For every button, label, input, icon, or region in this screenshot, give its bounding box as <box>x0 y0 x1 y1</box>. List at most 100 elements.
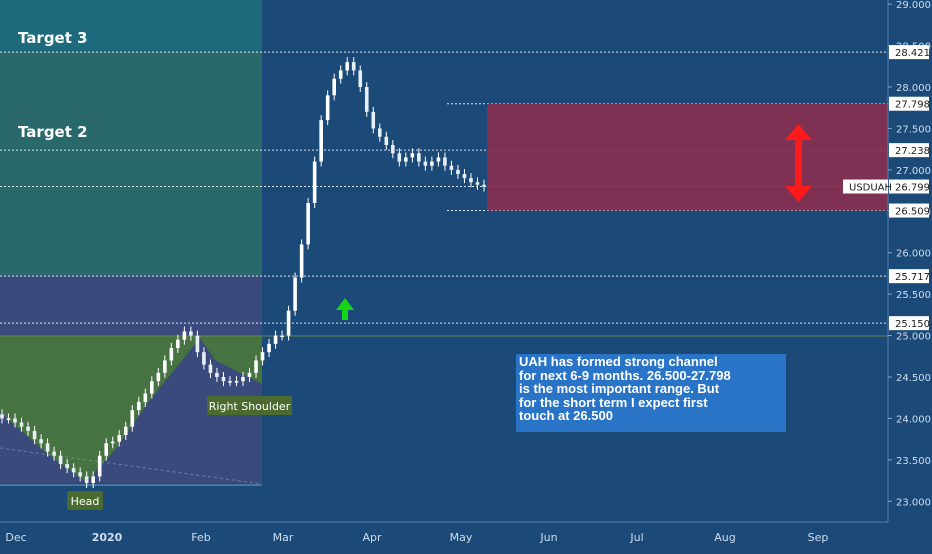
candle-body <box>338 70 343 79</box>
candle-body <box>280 335 284 338</box>
candle-body <box>241 377 245 382</box>
target-3-label: Target 3 <box>18 29 88 47</box>
y-tick-label: 24.500 <box>896 373 931 384</box>
candle-body <box>58 455 63 464</box>
candle-body <box>32 430 37 440</box>
candle-body <box>6 418 11 420</box>
up-arrow-icon <box>336 298 354 320</box>
price-label-box <box>889 203 929 218</box>
candle-body <box>182 331 187 340</box>
candle-body <box>482 184 486 187</box>
candle-body <box>13 418 17 423</box>
candle-body <box>475 182 480 185</box>
right-shoulder-annotation: Right Shoulder <box>207 396 292 415</box>
candle-body <box>293 277 297 311</box>
candle-body <box>150 381 154 394</box>
candle-body <box>436 157 441 162</box>
candle-body <box>469 178 473 183</box>
target-zone-1 <box>0 0 262 53</box>
candle-body <box>19 422 24 427</box>
candle-body <box>449 165 454 170</box>
symbol-label: USDUAH <box>849 183 892 194</box>
y-tick-label: 24.000 <box>896 414 931 425</box>
x-tick-label: Apr <box>362 531 382 544</box>
candle-body <box>417 153 421 162</box>
candle-body <box>202 352 206 365</box>
candle-body <box>84 476 89 484</box>
candle-body <box>163 360 167 373</box>
target-2-label: Target 2 <box>18 123 88 141</box>
candle-body <box>123 426 128 435</box>
candle-body <box>156 372 161 382</box>
price-label: 26.799 <box>895 183 930 194</box>
candle-body <box>358 70 363 87</box>
price-label-box <box>889 96 929 111</box>
candle-body <box>78 472 82 477</box>
candle-body <box>260 352 265 361</box>
candle-body <box>345 62 350 71</box>
candle-body <box>364 87 369 112</box>
candle-body <box>312 161 317 203</box>
candle-body <box>351 62 356 71</box>
candle-body <box>267 343 271 353</box>
candle-body <box>462 174 467 179</box>
candle-body <box>397 153 402 162</box>
price-label: 28.421 <box>895 48 930 59</box>
candle-body <box>319 120 323 162</box>
price-label-box <box>889 143 929 158</box>
candle-body <box>254 360 258 373</box>
candle-body <box>371 111 376 129</box>
candle-body <box>332 78 336 96</box>
price-label: 26.509 <box>895 207 930 218</box>
candle-body <box>26 426 30 431</box>
head-label: Head <box>71 495 100 508</box>
candle-body <box>143 393 148 402</box>
price-label-box <box>889 179 929 194</box>
price-label: 25.150 <box>895 319 930 330</box>
candle-body <box>404 157 408 162</box>
x-tick-label: Sep <box>808 531 829 544</box>
candle-body <box>299 244 304 278</box>
candle-body <box>228 381 232 383</box>
candle-body <box>215 372 219 377</box>
candle-body <box>130 410 135 427</box>
price-label: 27.238 <box>895 146 930 157</box>
x-tick-label: Mar <box>273 531 294 544</box>
candle-body <box>52 451 56 456</box>
y-tick-label: 26.000 <box>896 249 931 260</box>
x-tick-label: Dec <box>5 531 26 544</box>
price-label: 27.798 <box>895 100 930 111</box>
x-tick-label: Feb <box>191 531 210 544</box>
x-tick-label: May <box>450 531 473 544</box>
candle-body <box>377 128 382 137</box>
candle-body <box>39 439 43 444</box>
head-and-shoulders-fill <box>0 336 262 482</box>
y-tick-label: 25.000 <box>896 332 931 343</box>
candle-body <box>247 372 252 377</box>
candle-body <box>234 381 239 383</box>
candle-body <box>189 331 193 336</box>
candle-body <box>176 339 180 348</box>
candle-body <box>456 169 460 174</box>
candle-body <box>136 401 141 411</box>
candle-body <box>306 203 310 245</box>
candle-body <box>410 153 415 158</box>
price-label-box <box>889 316 929 331</box>
candle-body <box>443 157 447 166</box>
candle-body <box>71 468 76 473</box>
y-tick-label: 27.500 <box>896 124 931 135</box>
y-tick-label: 27.000 <box>896 166 931 177</box>
candle-body <box>117 435 122 442</box>
y-tick-label: 25.500 <box>896 290 931 301</box>
candle-body <box>423 161 428 166</box>
candle-body <box>286 310 291 336</box>
candle-body <box>0 414 4 419</box>
right-shoulder-label: Right Shoulder <box>209 400 291 413</box>
target-zone-2 <box>0 52 262 277</box>
trend-dashed-line <box>0 447 263 485</box>
candle-body <box>208 364 213 373</box>
candle-body <box>169 348 174 361</box>
candle-body <box>273 335 278 344</box>
